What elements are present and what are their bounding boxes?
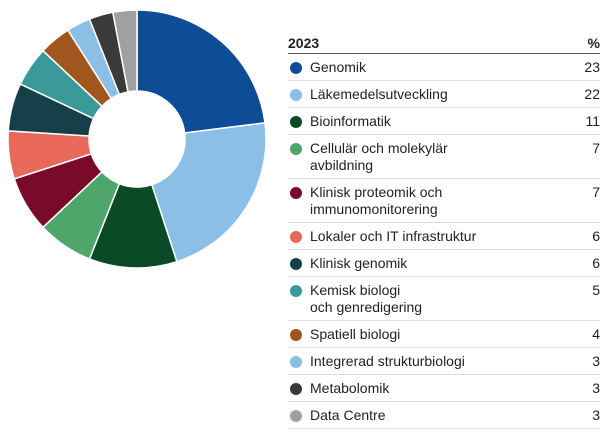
- legend-label: Lokaler och IT infrastruktur: [310, 228, 477, 244]
- legend-label: Bioinformatik: [310, 113, 391, 129]
- legend-swatch: [290, 258, 302, 270]
- legend-swatch: [290, 383, 302, 395]
- legend-row: Data Centre 3: [288, 402, 600, 429]
- legend-value: 5: [592, 282, 600, 298]
- legend-value: 7: [592, 184, 600, 200]
- legend-value: 11: [585, 113, 600, 129]
- legend-row: Genomik 23: [288, 54, 600, 81]
- legend-label: Klinisk genomik: [310, 255, 408, 271]
- legend-swatch: [290, 187, 302, 199]
- legend-label: Spatiell biologi: [310, 326, 401, 342]
- legend-row: Kemisk biologi och genredigering 5: [288, 277, 600, 321]
- legend-swatch: [290, 89, 302, 101]
- legend-swatch: [290, 410, 302, 422]
- legend-swatch: [290, 62, 302, 74]
- legend-swatch: [290, 356, 302, 368]
- legend-row: Cellulär och molekylär avbildning 7: [288, 135, 600, 179]
- legend-row: Läkemedelsutveckling 22: [288, 81, 600, 108]
- legend-label: Kemisk biologi och genredigering: [310, 282, 423, 315]
- legend-swatch: [290, 231, 302, 243]
- legend-value: 3: [592, 353, 600, 369]
- legend-row: Integrerad strukturbiologi 3: [288, 348, 600, 375]
- legend-swatch: [290, 116, 302, 128]
- legend-value: 6: [592, 255, 600, 271]
- legend-swatch: [290, 143, 302, 155]
- donut-chart: [7, 9, 267, 269]
- legend-table: 2023 % Genomik 23 Läkemedelsutveckling 22 Bi…: [288, 33, 600, 429]
- legend-label: Klinisk proteomik och immunomonitorering: [310, 184, 443, 217]
- legend-label: Metabolomik: [310, 380, 390, 396]
- legend-title: 2023: [288, 35, 320, 51]
- donut-slice: [136, 9, 266, 134]
- legend-swatch: [290, 329, 302, 341]
- legend-row: Lokaler och IT infrastruktur 6: [288, 223, 600, 250]
- legend-header: 2023 %: [288, 33, 600, 54]
- legend-label: Data Centre: [310, 407, 386, 423]
- legend-value: 23: [584, 59, 600, 75]
- legend-row: Metabolomik 3: [288, 375, 600, 402]
- legend-value: 7: [592, 140, 600, 156]
- legend-row: Bioinformatik 11: [288, 108, 600, 135]
- legend-value: 6: [592, 228, 600, 244]
- legend-label: Cellulär och molekylär avbildning: [310, 140, 448, 173]
- legend-label: Genomik: [310, 59, 367, 75]
- legend-row: Klinisk proteomik och immunomonitorering…: [288, 179, 600, 223]
- donut-slice: [111, 9, 138, 93]
- donut-slice: [150, 121, 267, 263]
- legend-row: Spatiell biologi 4: [288, 321, 600, 348]
- value-header: %: [587, 35, 600, 51]
- legend-label: Läkemedelsutveckling: [310, 86, 448, 102]
- legend-swatch: [290, 285, 302, 297]
- legend-value: 3: [592, 380, 600, 396]
- legend-value: 4: [592, 326, 600, 342]
- legend-value: 3: [592, 407, 600, 423]
- legend-value: 22: [584, 86, 600, 102]
- legend-row: Klinisk genomik 6: [288, 250, 600, 277]
- legend-label: Integrerad strukturbiologi: [310, 353, 465, 369]
